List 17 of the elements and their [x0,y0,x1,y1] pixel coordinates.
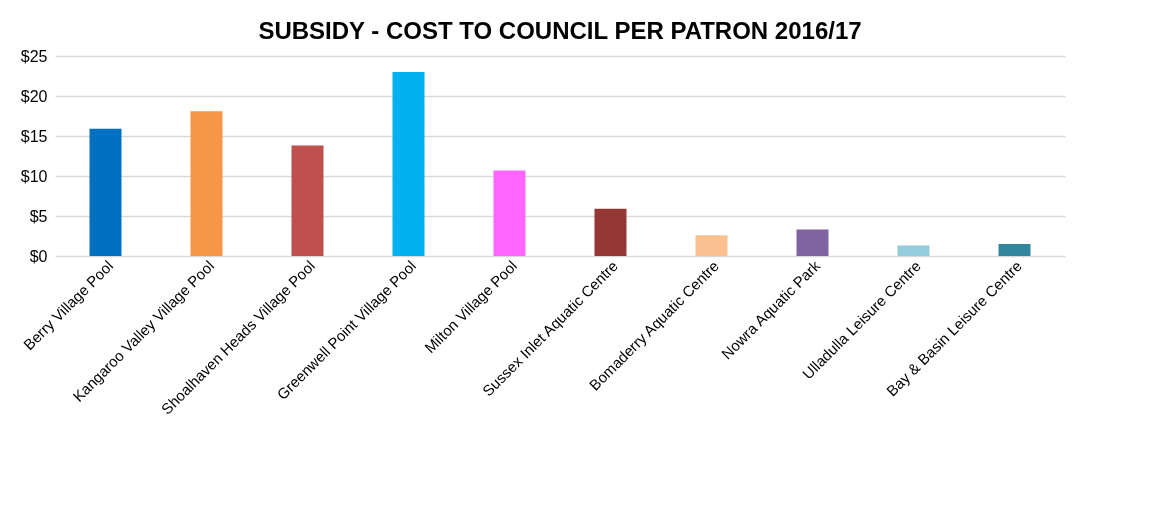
bar [190,111,223,256]
bar [89,128,122,256]
chart-title: SUBSIDY - COST TO COUNCIL PER PATRON 2016/17 [258,17,862,44]
y-tick-label: $10 [20,167,48,185]
y-tick-label: $25 [20,47,48,65]
y-tick-label: $0 [29,247,48,265]
y-tick-label: $15 [20,127,48,145]
y-tick-label: $20 [20,87,48,105]
bar [493,170,526,256]
bar [594,208,627,256]
bar [695,235,728,256]
y-tick-label: $5 [29,207,48,225]
bar [291,145,324,256]
bar [796,229,829,256]
bar [897,245,930,256]
bar [392,72,425,256]
bar [998,244,1031,256]
